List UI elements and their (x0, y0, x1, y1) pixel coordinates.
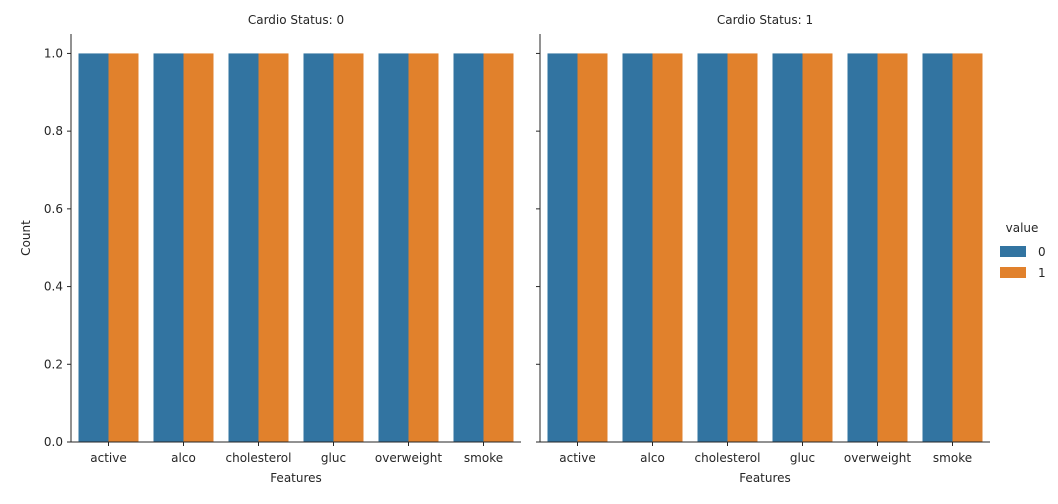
bar-alco-value-1 (183, 53, 214, 443)
bar-alco-value-0 (153, 53, 184, 443)
bar-cholesterol-value-1 (258, 53, 289, 443)
legend-swatch-0 (1000, 246, 1026, 257)
bar-gluc-value-1 (333, 53, 364, 443)
bar-active-value-1 (108, 53, 139, 443)
x-tick-label: smoke (464, 451, 503, 465)
x-tick-label: gluc (321, 451, 346, 465)
x-tick-label: active (559, 451, 595, 465)
legend-swatch-1 (1000, 267, 1026, 278)
bar-alco-value-0 (622, 53, 653, 443)
bar-overweight-value-0 (847, 53, 878, 443)
x-axis-label: Features (739, 471, 791, 485)
bar-cholesterol-value-0 (697, 53, 728, 443)
bar-active-value-1 (577, 53, 608, 443)
bar-gluc-value-0 (772, 53, 803, 443)
y-tick-label: 0.4 (44, 280, 63, 294)
x-tick-label: alco (640, 451, 665, 465)
x-tick-label: cholesterol (226, 451, 292, 465)
x-axis-label: Features (270, 471, 322, 485)
panel-title: Cardio Status: 1 (717, 13, 813, 27)
x-tick-label: smoke (933, 451, 972, 465)
bar-smoke-value-0 (922, 53, 953, 443)
bar-cholesterol-value-0 (228, 53, 259, 443)
y-tick-label: 1.0 (44, 46, 63, 60)
bar-gluc-value-1 (802, 53, 833, 443)
bar-cholesterol-value-1 (727, 53, 758, 443)
x-tick-label: gluc (790, 451, 815, 465)
y-tick-label: 0.0 (44, 435, 63, 449)
x-tick-label: active (90, 451, 126, 465)
y-tick-label: 0.8 (44, 124, 63, 138)
legend-label: 1 (1038, 266, 1046, 280)
bar-active-value-0 (547, 53, 578, 443)
bar-gluc-value-0 (303, 53, 334, 443)
y-tick-label: 0.6 (44, 202, 63, 216)
bar-alco-value-1 (652, 53, 683, 443)
x-tick-label: cholesterol (695, 451, 761, 465)
bar-smoke-value-1 (483, 53, 514, 443)
y-tick-label: 0.2 (44, 357, 63, 371)
bar-active-value-0 (78, 53, 109, 443)
x-tick-label: alco (171, 451, 196, 465)
bar-smoke-value-0 (453, 53, 484, 443)
x-tick-label: overweight (844, 451, 912, 465)
bar-overweight-value-1 (877, 53, 908, 443)
bar-overweight-value-1 (408, 53, 439, 443)
legend-title: value (1006, 221, 1039, 235)
bar-overweight-value-0 (378, 53, 409, 443)
bar-smoke-value-1 (952, 53, 983, 443)
legend-label: 0 (1038, 245, 1046, 259)
y-axis-label: Count (19, 220, 33, 256)
panel-title: Cardio Status: 0 (248, 13, 344, 27)
x-tick-label: overweight (375, 451, 443, 465)
